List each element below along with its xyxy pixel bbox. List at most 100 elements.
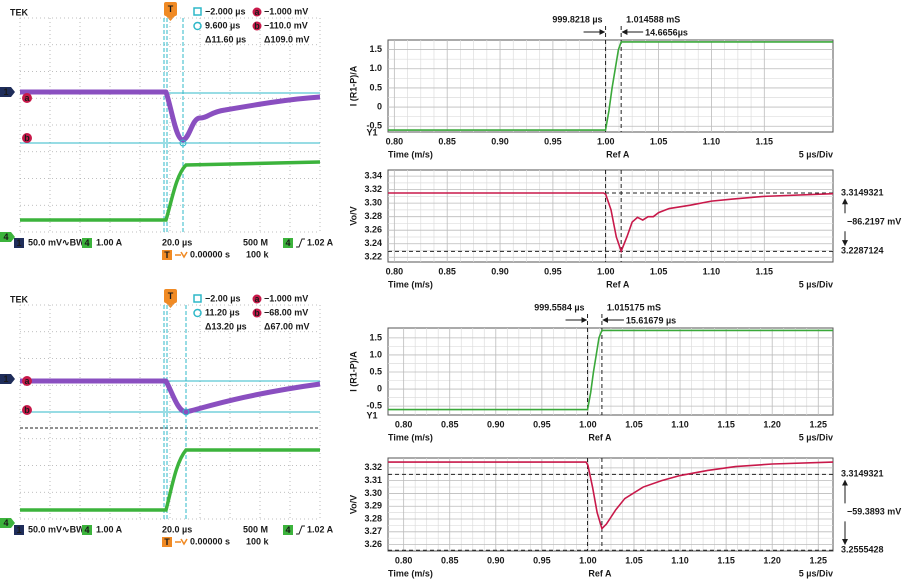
cursor-v2: −110.0 mV (264, 20, 308, 30)
data-line (388, 461, 834, 531)
x-tick-label: 0.80 (386, 136, 404, 146)
voltage-trace (20, 89, 321, 143)
x-tick-label: 0.95 (544, 266, 562, 276)
ch4-badge (82, 238, 92, 248)
trigger-pointer (166, 16, 175, 21)
ch4-marker (0, 518, 15, 528)
x-tick-label: 1.00 (579, 419, 597, 429)
x-tick-label: 1.25 (809, 419, 827, 429)
ch1-marker (0, 87, 15, 97)
y-tick-label: 1.5 (369, 44, 382, 54)
y-tick-label: 0.5 (369, 82, 382, 92)
brand: TEK (10, 7, 29, 17)
cursor-t1: −2.000 µs (205, 6, 245, 16)
x-tick-label: 0.85 (441, 555, 459, 565)
reference-label: Ref A (606, 149, 630, 159)
y-tick-label: 1.0 (369, 349, 382, 359)
cursor-icon (193, 294, 202, 303)
scale-label: 5 µs/Div (799, 432, 833, 442)
x-tick-label: 0.90 (487, 419, 505, 429)
x-tick-label: 1.00 (579, 555, 597, 565)
cursor-label: 3.3149321 (841, 187, 884, 197)
ref-a: a (254, 294, 260, 304)
cursor-v1: −1.000 mV (264, 6, 308, 16)
x-tick-label: 1.15 (717, 555, 735, 565)
cursor-t2: 9.600 µs (205, 20, 240, 30)
ref-b: b (24, 133, 30, 143)
ch1-badge (14, 525, 24, 535)
cursor-point (182, 408, 190, 416)
y-tick-label: -0.5 (366, 121, 382, 131)
ref-icon (252, 7, 262, 17)
y-axis-label: I (R1-P)/A (348, 351, 358, 392)
data-line (388, 329, 833, 411)
x-tick-label: 0.90 (491, 266, 509, 276)
sample-rate: 500 M (243, 524, 268, 534)
trigger-level: 1.02 A (307, 237, 334, 247)
x-tick-label: 1.05 (650, 136, 668, 146)
x-tick-label: 0.95 (533, 419, 551, 429)
ref-marker (22, 405, 32, 415)
x-tick-label: 1.20 (763, 555, 781, 565)
ch4: 4 (285, 238, 290, 248)
ch4: 4 (84, 525, 89, 535)
data-line (388, 41, 833, 131)
ref-b: b (254, 308, 260, 318)
x-tick-label: 1.10 (703, 266, 721, 276)
ref-marker (22, 376, 32, 386)
x-axis-label: Time (m/s) (388, 279, 433, 289)
y-tick-label: 1.0 (369, 63, 382, 73)
x-tick-label: 1.05 (625, 419, 643, 429)
delta-label: 14.6656µs (645, 27, 688, 37)
y-tick-label: 3.31 (364, 475, 382, 485)
timebase: 20.0 µs (162, 524, 192, 534)
ch4: 4 (3, 232, 8, 242)
voltage-trace (20, 378, 321, 415)
trigger-badge (164, 289, 177, 303)
ch4-badge (82, 525, 92, 535)
ch4: 4 (285, 525, 290, 535)
data-line (388, 192, 834, 254)
x-axis-label: Time (m/s) (388, 568, 433, 578)
x-tick-label: 1.15 (717, 419, 735, 429)
cursor-label: 3.3149321 (841, 469, 884, 479)
x-tick-label: 0.80 (386, 266, 404, 276)
cursor-label: 1.015175 mS (607, 302, 661, 312)
ch4-scale: 1.00 A (96, 524, 123, 534)
ref-a: a (254, 7, 260, 17)
ch4: 4 (3, 518, 8, 528)
cursor-t1: −2.00 µs (205, 293, 240, 303)
x-tick-label: 1.00 (597, 266, 615, 276)
cursor-label: 999.8218 µs (552, 14, 602, 24)
ch1: 1 (3, 374, 8, 384)
cursor-label: 999.5584 µs (534, 302, 584, 312)
trigger: T (164, 250, 170, 260)
x-tick-label: 0.80 (395, 419, 413, 429)
ref-a: a (24, 376, 30, 386)
y-tick-label: 3.32 (364, 184, 382, 194)
ch1: 1 (16, 525, 21, 535)
y-tick-label: 0 (377, 383, 382, 393)
plot-area (387, 327, 834, 416)
y-tick-label: 3.27 (364, 526, 382, 536)
delta-t: Δ13.20 µs (205, 321, 247, 331)
ch1-badge (14, 238, 24, 248)
ch4-badge (283, 238, 293, 248)
trigger-position: 0.00000 s (190, 536, 230, 546)
cursor-label: 1.014588 mS (626, 14, 680, 24)
plot-area (387, 457, 834, 552)
ch1: 1 (16, 238, 21, 248)
x-tick-label: 0.90 (487, 555, 505, 565)
delta-label: −86.2197 mV (847, 217, 901, 227)
cursor-icon (193, 308, 202, 318)
delta-v: Δ67.00 mV (264, 321, 310, 331)
ch1: 1 (3, 87, 8, 97)
y-tick-label: 3.22 (364, 252, 382, 262)
trigger: T (168, 4, 174, 14)
trigger-level: 1.02 A (307, 524, 334, 534)
trigger-position: 0.00000 s (190, 249, 230, 259)
x-tick-label: 1.00 (597, 136, 615, 146)
x-tick-label: 1.10 (703, 136, 721, 146)
